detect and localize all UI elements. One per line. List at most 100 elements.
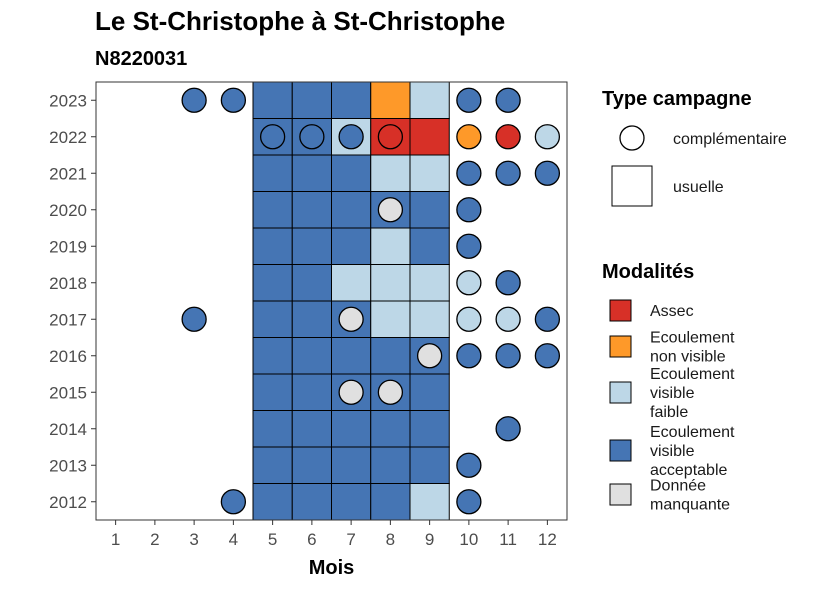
circle-2012-10 — [456, 489, 482, 515]
circle-2021-10 — [456, 160, 482, 186]
legend-key-faible — [609, 381, 632, 404]
circle-2015-7 — [338, 379, 364, 405]
square-2023-9 — [409, 81, 450, 119]
square-2012-8 — [370, 483, 411, 521]
square-2021-9 — [409, 154, 450, 192]
circle-2021-11 — [495, 160, 521, 186]
y-tick-label: 2020 — [49, 201, 87, 220]
legend-label-faible: Ecoulement visible faible — [650, 366, 735, 421]
circle-2012-4 — [220, 489, 247, 515]
circle-2015-8 — [377, 379, 404, 405]
x-tick-label: 2 — [150, 530, 159, 549]
x-tick-label: 10 — [459, 530, 478, 549]
circle-2022-12 — [534, 124, 561, 150]
square-2021-8 — [370, 154, 411, 192]
legend-shape-title: Type campagne — [602, 88, 752, 110]
legend-shape-label: complémentaire — [673, 131, 787, 148]
legend-key-manquante — [609, 483, 632, 506]
square-2013-9 — [409, 446, 450, 484]
circle-2022-11 — [495, 124, 521, 150]
square-2013-7 — [331, 446, 372, 484]
x-tick-label: 6 — [307, 530, 316, 549]
circle-2019-10 — [456, 233, 482, 259]
x-tick-label: 7 — [346, 530, 355, 549]
square-2023-5 — [252, 81, 293, 119]
square-2014-5 — [252, 410, 293, 448]
circle-2017-10 — [456, 306, 482, 332]
square-2016-5 — [252, 337, 293, 375]
circle-2013-10 — [456, 452, 482, 478]
square-2019-6 — [291, 227, 332, 265]
square-2014-7 — [331, 410, 372, 448]
circle-2017-3 — [181, 306, 207, 332]
x-tick-label: 5 — [268, 530, 277, 549]
legend-key-assec — [609, 299, 632, 322]
circle-2022-5 — [259, 124, 286, 150]
legend-shape-label: usuelle — [673, 179, 724, 196]
y-tick-label: 2016 — [49, 347, 87, 366]
circle-2017-12 — [534, 306, 561, 332]
square-2019-5 — [252, 227, 293, 265]
circle-2022-6 — [299, 124, 325, 150]
legend-label-manquante: Donnée manquante — [650, 478, 730, 514]
legend-circle-key — [619, 125, 645, 151]
square-2019-8 — [370, 227, 411, 265]
circle-2018-10 — [456, 270, 482, 296]
legend-label-nonvisible: Ecoulement non visible — [650, 330, 735, 366]
y-tick-label: 2019 — [49, 237, 87, 256]
square-2017-6 — [291, 300, 332, 338]
circle-2020-8 — [377, 197, 404, 223]
circle-2022-8 — [377, 124, 404, 150]
square-2023-6 — [291, 81, 332, 119]
square-2016-6 — [291, 337, 332, 375]
circle-2022-7 — [338, 124, 364, 150]
y-tick-label: 2013 — [49, 456, 87, 475]
square-2021-5 — [252, 154, 293, 192]
circle-2023-4 — [220, 87, 247, 113]
square-2015-9 — [409, 373, 450, 411]
panel-border — [95, 81, 568, 521]
circle-2017-11 — [495, 306, 521, 332]
circle-2021-12 — [534, 160, 561, 186]
square-2020-5 — [252, 191, 293, 229]
plot-area — [95, 81, 568, 521]
square-2014-9 — [409, 410, 450, 448]
legend-key-nonvisible — [609, 335, 632, 358]
y-tick-label: 2017 — [49, 310, 87, 329]
x-axis: 1 2 3 4 5 6 7 8 9 10 11 12 — [111, 520, 557, 549]
x-tick-label: 11 — [499, 530, 517, 549]
circle-2023-11 — [495, 87, 521, 113]
square-2016-7 — [331, 337, 372, 375]
circle-2016-12 — [534, 343, 561, 369]
circle-2016-11 — [495, 343, 521, 369]
chart-title: Le St-Christophe à St-Christophe — [95, 6, 505, 36]
y-axis: 2012 2013 2014 2015 2016 2017 2018 2019 2020 2021… — [49, 91, 96, 512]
y-tick-label: 2014 — [49, 420, 87, 439]
square-2015-6 — [291, 373, 332, 411]
x-tick-label: 3 — [189, 530, 198, 549]
legend-label-acceptable: Ecoulement visible acceptable — [650, 424, 735, 479]
square-2014-8 — [370, 410, 411, 448]
y-tick-label: 2023 — [49, 91, 87, 110]
chart-subtitle: N8220031 — [95, 48, 187, 70]
legend-key-acceptable — [609, 439, 632, 462]
square-2018-7 — [331, 264, 372, 302]
square-2018-6 — [291, 264, 332, 302]
square-2013-8 — [370, 446, 411, 484]
square-2015-5 — [252, 373, 293, 411]
y-tick-label: 2018 — [49, 274, 87, 293]
square-2020-6 — [291, 191, 332, 229]
square-2019-9 — [409, 227, 450, 265]
legend-square-key — [611, 165, 653, 207]
x-tick-label: 8 — [386, 530, 395, 549]
square-2018-8 — [370, 264, 411, 302]
x-tick-label: 4 — [229, 530, 238, 549]
x-tick-label: 12 — [538, 530, 557, 549]
square-2019-7 — [331, 227, 372, 265]
square-2018-9 — [409, 264, 450, 302]
circle-2023-10 — [456, 87, 482, 113]
y-tick-label: 2021 — [49, 164, 87, 183]
y-tick-label: 2012 — [49, 493, 87, 512]
